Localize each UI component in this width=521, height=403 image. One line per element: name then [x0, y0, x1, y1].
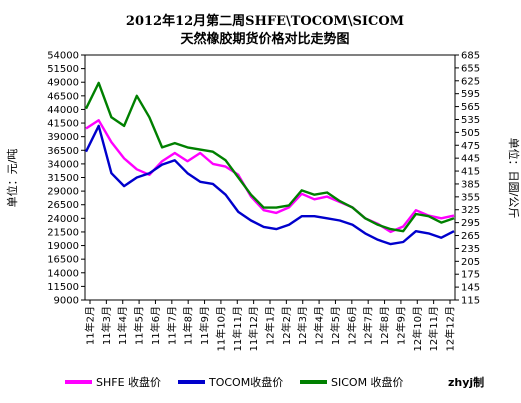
legend-label-shfe: SHFE 收盘价 [96, 375, 161, 389]
left-tick-label: 14000 [47, 268, 79, 279]
right-tick-label: 205 [461, 257, 480, 268]
chart-title-line2: 天然橡胶期货价格对比走势图 [180, 31, 349, 47]
y-axis-title-right: 单位：日圆/公斤 [507, 138, 521, 219]
series-line-tocom [84, 124, 455, 246]
right-tick-label: 385 [461, 179, 480, 190]
left-tick-label: 54000 [47, 51, 79, 62]
legend-label-tocom: TOCOM收盘价 [208, 375, 283, 389]
right-tick-label: 565 [461, 102, 480, 113]
right-tick-label: 295 [461, 218, 480, 229]
left-tick-label: 26500 [47, 200, 79, 211]
x-tick-label: 11年12月 [247, 306, 260, 351]
x-tick-label: 12年2月 [280, 306, 293, 345]
legend-label-sicom: SICOM 收盘价 [331, 375, 404, 389]
right-tick-label: 145 [461, 283, 480, 294]
x-tick-label: 12年8月 [378, 306, 391, 345]
right-tick-label: 175 [461, 270, 480, 281]
x-tick-label: 11年2月 [84, 306, 97, 345]
x-tick-label: 12年5月 [329, 306, 342, 345]
left-tick-label: 44000 [47, 105, 79, 116]
plot-area-frame [84, 54, 456, 301]
right-tick-label: 685 [461, 51, 480, 62]
credit-text: zhyj制 [448, 375, 484, 389]
left-axis: 9000 11500 14000 16500 19000 21500 24000 26500 2… [47, 51, 85, 307]
right-tick-label: 535 [461, 115, 480, 126]
right-tick-label: 265 [461, 231, 480, 242]
left-tick-label: 21500 [47, 227, 79, 238]
left-tick-label: 41500 [47, 119, 79, 130]
x-tick-label: 12年1月 [264, 306, 277, 345]
left-tick-label: 46500 [47, 91, 79, 102]
x-tick-label: 11年11月 [231, 306, 244, 351]
x-tick-label: 11年7月 [165, 306, 178, 345]
legend: SHFE 收盘价 TOCOM收盘价 SICOM 收盘价 [65, 375, 404, 389]
left-tick-label: 24000 [47, 214, 79, 225]
right-tick-label: 625 [461, 76, 480, 87]
right-tick-label: 415 [461, 167, 480, 178]
left-tick-label: 11500 [47, 282, 79, 293]
left-tick-label: 19000 [47, 241, 79, 252]
left-tick-label: 36500 [47, 146, 79, 157]
x-tick-label: 12年3月 [296, 306, 309, 345]
y-axis-title-left: 单位：元/吨 [5, 149, 19, 208]
right-tick-label: 595 [461, 89, 480, 100]
right-tick-label: 325 [461, 205, 480, 216]
x-tick-label: 12年6月 [345, 306, 358, 345]
x-tick-label: 11年3月 [100, 306, 113, 345]
left-tick-label: 29000 [47, 187, 79, 198]
left-tick-label: 49000 [47, 78, 79, 89]
x-tick-label: 11年6月 [149, 306, 162, 345]
x-tick-label: 12年4月 [313, 306, 326, 345]
right-tick-label: 475 [461, 141, 480, 152]
series-line-sicom [84, 81, 455, 233]
x-tick-label: 12年12月 [444, 306, 457, 351]
x-tick-label: 11年4月 [116, 306, 129, 345]
left-tick-label: 34000 [47, 159, 79, 170]
left-tick-label: 39000 [47, 132, 79, 143]
x-axis: 11年2月 11年3月 11年4月 11年5月 11年6月 11年7月 11年8月 11年9月… [84, 300, 457, 351]
x-tick-label: 11年8月 [182, 306, 195, 345]
x-tick-label: 11年5月 [133, 306, 146, 345]
right-tick-label: 355 [461, 192, 480, 203]
left-tick-label: 9000 [54, 296, 79, 307]
x-tick-label: 11年9月 [198, 306, 211, 345]
left-tick-label: 16500 [47, 255, 79, 266]
x-tick-label: 12年7月 [362, 306, 375, 345]
right-tick-label: 235 [461, 244, 480, 255]
left-tick-label: 31500 [47, 173, 79, 184]
right-tick-label: 655 [461, 63, 480, 74]
x-tick-label: 12年10月 [411, 306, 424, 351]
right-tick-label: 505 [461, 128, 480, 139]
right-tick-label: 445 [461, 154, 480, 165]
chart-title-line1: 2012年12月第二周SHFE\TOCOM\SICOM [126, 13, 404, 29]
x-tick-label: 11年10月 [214, 306, 227, 351]
x-tick-label: 12年11月 [427, 306, 440, 351]
x-tick-label: 12年9月 [394, 306, 407, 345]
right-tick-label: 115 [461, 296, 480, 307]
series-group [84, 81, 455, 246]
left-tick-label: 51500 [47, 64, 79, 75]
